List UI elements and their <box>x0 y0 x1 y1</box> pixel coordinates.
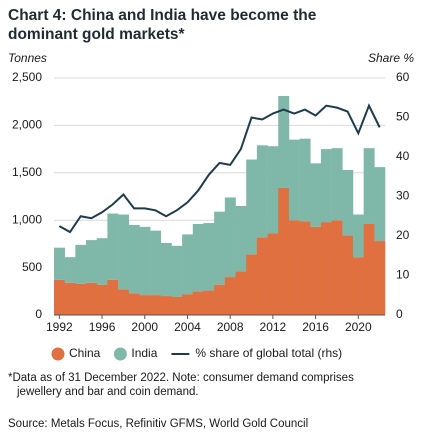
area-step <box>363 148 375 224</box>
y2-tick-label: 0 <box>396 307 403 321</box>
area-step <box>246 254 258 315</box>
area-step <box>342 235 354 315</box>
legend-swatch <box>113 347 127 361</box>
area-step <box>288 139 300 221</box>
area-step <box>235 205 247 272</box>
y-axis-label: Tonnes <box>8 51 47 65</box>
area-step <box>320 149 332 223</box>
area-step <box>128 224 140 294</box>
area-step <box>139 295 151 315</box>
y-tick-label: 2,000 <box>12 118 42 132</box>
x-tick-label: 2004 <box>174 320 201 334</box>
x-tick-label: 1996 <box>89 320 116 334</box>
area-step <box>267 233 279 315</box>
area-step <box>256 237 268 315</box>
area-step <box>342 169 354 236</box>
area-step <box>299 221 311 315</box>
area-step <box>64 257 76 283</box>
area-step <box>64 282 76 315</box>
area-step <box>171 296 183 315</box>
area-step <box>267 146 279 234</box>
area-step <box>256 145 268 238</box>
area-step <box>374 167 386 242</box>
area-step <box>150 230 162 296</box>
title-line: Chart 4: China and India have become the <box>8 7 317 24</box>
area-step <box>192 223 204 292</box>
x-tick-label: 2020 <box>345 320 372 334</box>
y2-tick-label: 10 <box>396 268 410 282</box>
x-tick-label: 2012 <box>260 320 287 334</box>
area-step <box>299 138 311 222</box>
area-step <box>352 257 364 315</box>
area-step <box>320 222 332 315</box>
area-step <box>96 238 108 285</box>
area-step <box>192 291 204 315</box>
x-tick-label: 2000 <box>131 320 158 334</box>
y2-tick-label: 50 <box>396 110 410 124</box>
area-step <box>331 148 343 221</box>
area-step <box>214 284 226 315</box>
y2-axis-label: Share % <box>368 51 414 65</box>
area-step <box>246 159 258 255</box>
area-step <box>160 242 172 297</box>
y2-tick-label: 20 <box>396 228 410 242</box>
y2-tick-label: 30 <box>396 189 410 203</box>
legend-label: % share of global total (rhs) <box>195 346 342 360</box>
y-tick-label: 0 <box>35 307 42 321</box>
area-step <box>224 277 236 315</box>
area-step <box>235 271 247 315</box>
area-step <box>310 226 322 315</box>
area-step <box>203 223 215 291</box>
area-step <box>128 293 140 315</box>
area-step <box>160 296 172 315</box>
area-step <box>107 279 119 315</box>
legend-swatch <box>51 347 65 361</box>
legend-label: China <box>69 346 101 360</box>
legend-label: India <box>131 346 157 360</box>
y2-tick-label: 60 <box>396 70 410 84</box>
area-step <box>363 223 375 315</box>
area-step <box>139 226 151 296</box>
area-step <box>118 289 130 315</box>
x-tick-label: 1992 <box>46 320 73 334</box>
area-step <box>310 163 322 227</box>
footnote: *Data as of 31 December 2022. Note: cons… <box>8 372 354 398</box>
x-tick-label: 2016 <box>302 320 329 334</box>
source: Source: Metals Focus, Refinitiv GFMS, Wo… <box>8 418 309 430</box>
share-line <box>58 103 381 234</box>
area-step <box>203 290 215 315</box>
area-step <box>224 197 236 278</box>
area-step <box>214 211 226 285</box>
area-step <box>331 220 343 315</box>
y2-tick-label: 40 <box>396 149 410 163</box>
area-step <box>86 282 98 315</box>
y-tick-label: 1,000 <box>12 212 42 226</box>
y-tick-label: 1,500 <box>12 165 42 179</box>
area-step <box>150 295 162 315</box>
area-step <box>96 284 108 315</box>
area-step <box>278 96 290 188</box>
area-step <box>374 241 386 315</box>
area-step <box>288 220 300 315</box>
area-step <box>54 279 65 315</box>
area-step <box>54 247 65 280</box>
area-step <box>75 244 87 284</box>
y-tick-label: 500 <box>22 260 42 274</box>
area-step <box>86 240 98 283</box>
area-step <box>182 294 194 315</box>
area-step <box>352 214 364 258</box>
x-tick-label: 2008 <box>217 320 244 334</box>
chart-title: Chart 4: China and India have become the… <box>8 6 316 44</box>
area-step <box>171 245 183 297</box>
area-step <box>118 214 130 290</box>
area-step <box>75 283 87 315</box>
area-step <box>278 187 290 315</box>
area-step <box>182 234 194 295</box>
title-line: dominant gold markets* <box>8 26 185 43</box>
y-tick-label: 2,500 <box>12 70 42 84</box>
area-step <box>107 213 119 280</box>
